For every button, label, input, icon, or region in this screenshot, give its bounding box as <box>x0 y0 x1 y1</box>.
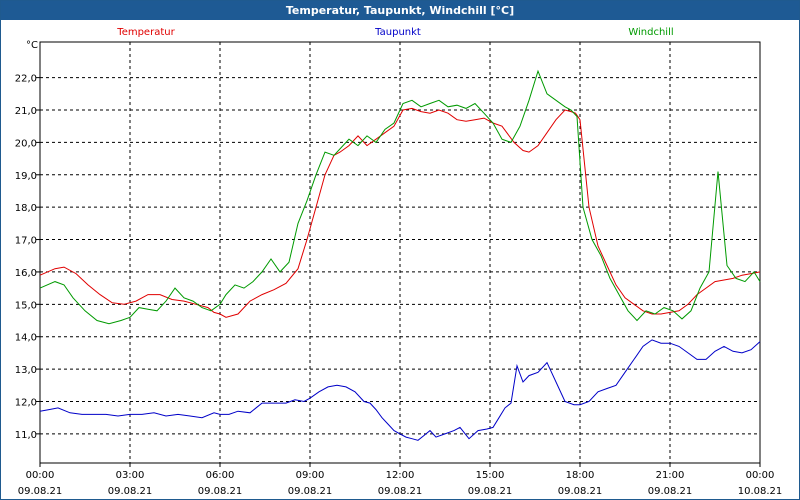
legend-temperatur: Temperatur <box>116 27 175 38</box>
x-tick-time: 15:00 <box>476 470 505 481</box>
x-tick-date: 09.08.21 <box>468 486 513 497</box>
y-tick-label: 12,0 <box>15 397 37 408</box>
x-tick-time: 18:00 <box>566 470 595 481</box>
x-tick-date: 09.08.21 <box>198 486 243 497</box>
x-tick-time: 12:00 <box>386 470 415 481</box>
y-axis-unit: °C <box>26 40 38 51</box>
chart-title: Temperatur, Taupunkt, Windchill [°C] <box>1 1 799 20</box>
y-tick-label: 20,0 <box>15 138 37 149</box>
x-tick-time: 03:00 <box>116 470 145 481</box>
y-tick-label: 13,0 <box>15 365 37 376</box>
x-tick-date: 09.08.21 <box>18 486 63 497</box>
axes-labels: 11,0 12,0 13,0 14,0 15,0 16,0 17,0 18,0 19,0 20,0… <box>15 74 783 497</box>
x-tick-time: 00:00 <box>746 470 775 481</box>
x-tick-date: 09.08.21 <box>288 486 333 497</box>
x-tick-time: 00:00 <box>26 470 55 481</box>
grid <box>36 42 761 467</box>
y-tick-label: 18,0 <box>15 203 37 214</box>
legend-taupunkt: Taupunkt <box>374 27 421 38</box>
y-tick-label: 14,0 <box>15 333 37 344</box>
x-tick-time: 09:00 <box>296 470 325 481</box>
y-tick-label: 16,0 <box>15 268 37 279</box>
series-line-windchill <box>39 69 761 325</box>
x-tick-date: 09.08.21 <box>558 486 603 497</box>
x-tick-date: 09.08.21 <box>378 486 423 497</box>
x-tick-time: 21:00 <box>656 470 685 481</box>
x-tick-date: 09.08.21 <box>108 486 153 497</box>
legend-windchill: Windchill <box>628 27 673 38</box>
x-tick-time: 06:00 <box>206 470 235 481</box>
series-line-temperatur <box>39 107 761 318</box>
x-tick-date: 09.08.21 <box>648 486 693 497</box>
x-tick-date: 10.08.21 <box>738 486 783 497</box>
y-tick-label: 15,0 <box>15 300 37 311</box>
series-group <box>39 69 761 441</box>
y-tick-label: 17,0 <box>15 236 37 247</box>
y-tick-label: 11,0 <box>15 430 37 441</box>
y-tick-label: 22,0 <box>15 74 37 85</box>
series-line-taupunkt <box>39 339 761 441</box>
y-tick-label: 19,0 <box>15 171 37 182</box>
y-tick-label: 21,0 <box>15 106 37 117</box>
